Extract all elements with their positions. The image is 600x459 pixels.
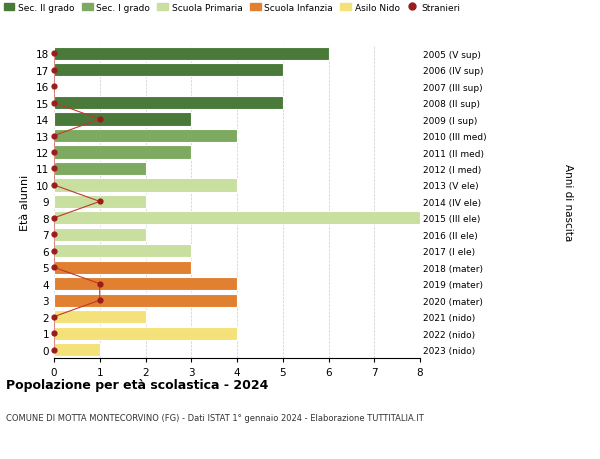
Bar xyxy=(54,113,191,126)
Text: Popolazione per età scolastica - 2024: Popolazione per età scolastica - 2024 xyxy=(6,379,268,392)
Point xyxy=(95,116,104,123)
Bar xyxy=(54,146,191,159)
Bar xyxy=(54,97,283,110)
Point xyxy=(49,330,59,337)
Legend: Sec. II grado, Sec. I grado, Scuola Primaria, Scuola Infanzia, Asilo Nido, Stran: Sec. II grado, Sec. I grado, Scuola Prim… xyxy=(0,0,464,16)
Point xyxy=(49,215,59,222)
Point xyxy=(49,67,59,74)
Point xyxy=(49,264,59,271)
Point xyxy=(49,149,59,157)
Bar xyxy=(54,261,191,274)
Point xyxy=(95,280,104,288)
Bar xyxy=(54,228,146,241)
Y-axis label: Età alunni: Età alunni xyxy=(20,174,31,230)
Bar xyxy=(54,212,420,225)
Bar xyxy=(54,162,146,176)
Point xyxy=(49,100,59,107)
Bar xyxy=(54,64,283,77)
Bar xyxy=(54,130,237,143)
Point xyxy=(49,50,59,58)
Y-axis label: Anni di nascita: Anni di nascita xyxy=(563,163,573,241)
Text: COMUNE DI MOTTA MONTECORVINO (FG) - Dati ISTAT 1° gennaio 2024 - Elaborazione TU: COMUNE DI MOTTA MONTECORVINO (FG) - Dati… xyxy=(6,413,424,422)
Bar xyxy=(54,310,146,324)
Point xyxy=(49,83,59,90)
Bar xyxy=(54,327,237,340)
Point xyxy=(49,231,59,239)
Point xyxy=(49,165,59,173)
Point xyxy=(49,133,59,140)
Point xyxy=(49,346,59,353)
Point xyxy=(95,297,104,304)
Point xyxy=(95,198,104,206)
Point xyxy=(49,182,59,189)
Point xyxy=(49,247,59,255)
Bar xyxy=(54,278,237,291)
Bar xyxy=(54,245,191,258)
Bar xyxy=(54,179,237,192)
Bar xyxy=(54,343,100,356)
Bar xyxy=(54,48,329,61)
Bar xyxy=(54,196,146,208)
Bar xyxy=(54,294,237,307)
Point xyxy=(49,313,59,321)
